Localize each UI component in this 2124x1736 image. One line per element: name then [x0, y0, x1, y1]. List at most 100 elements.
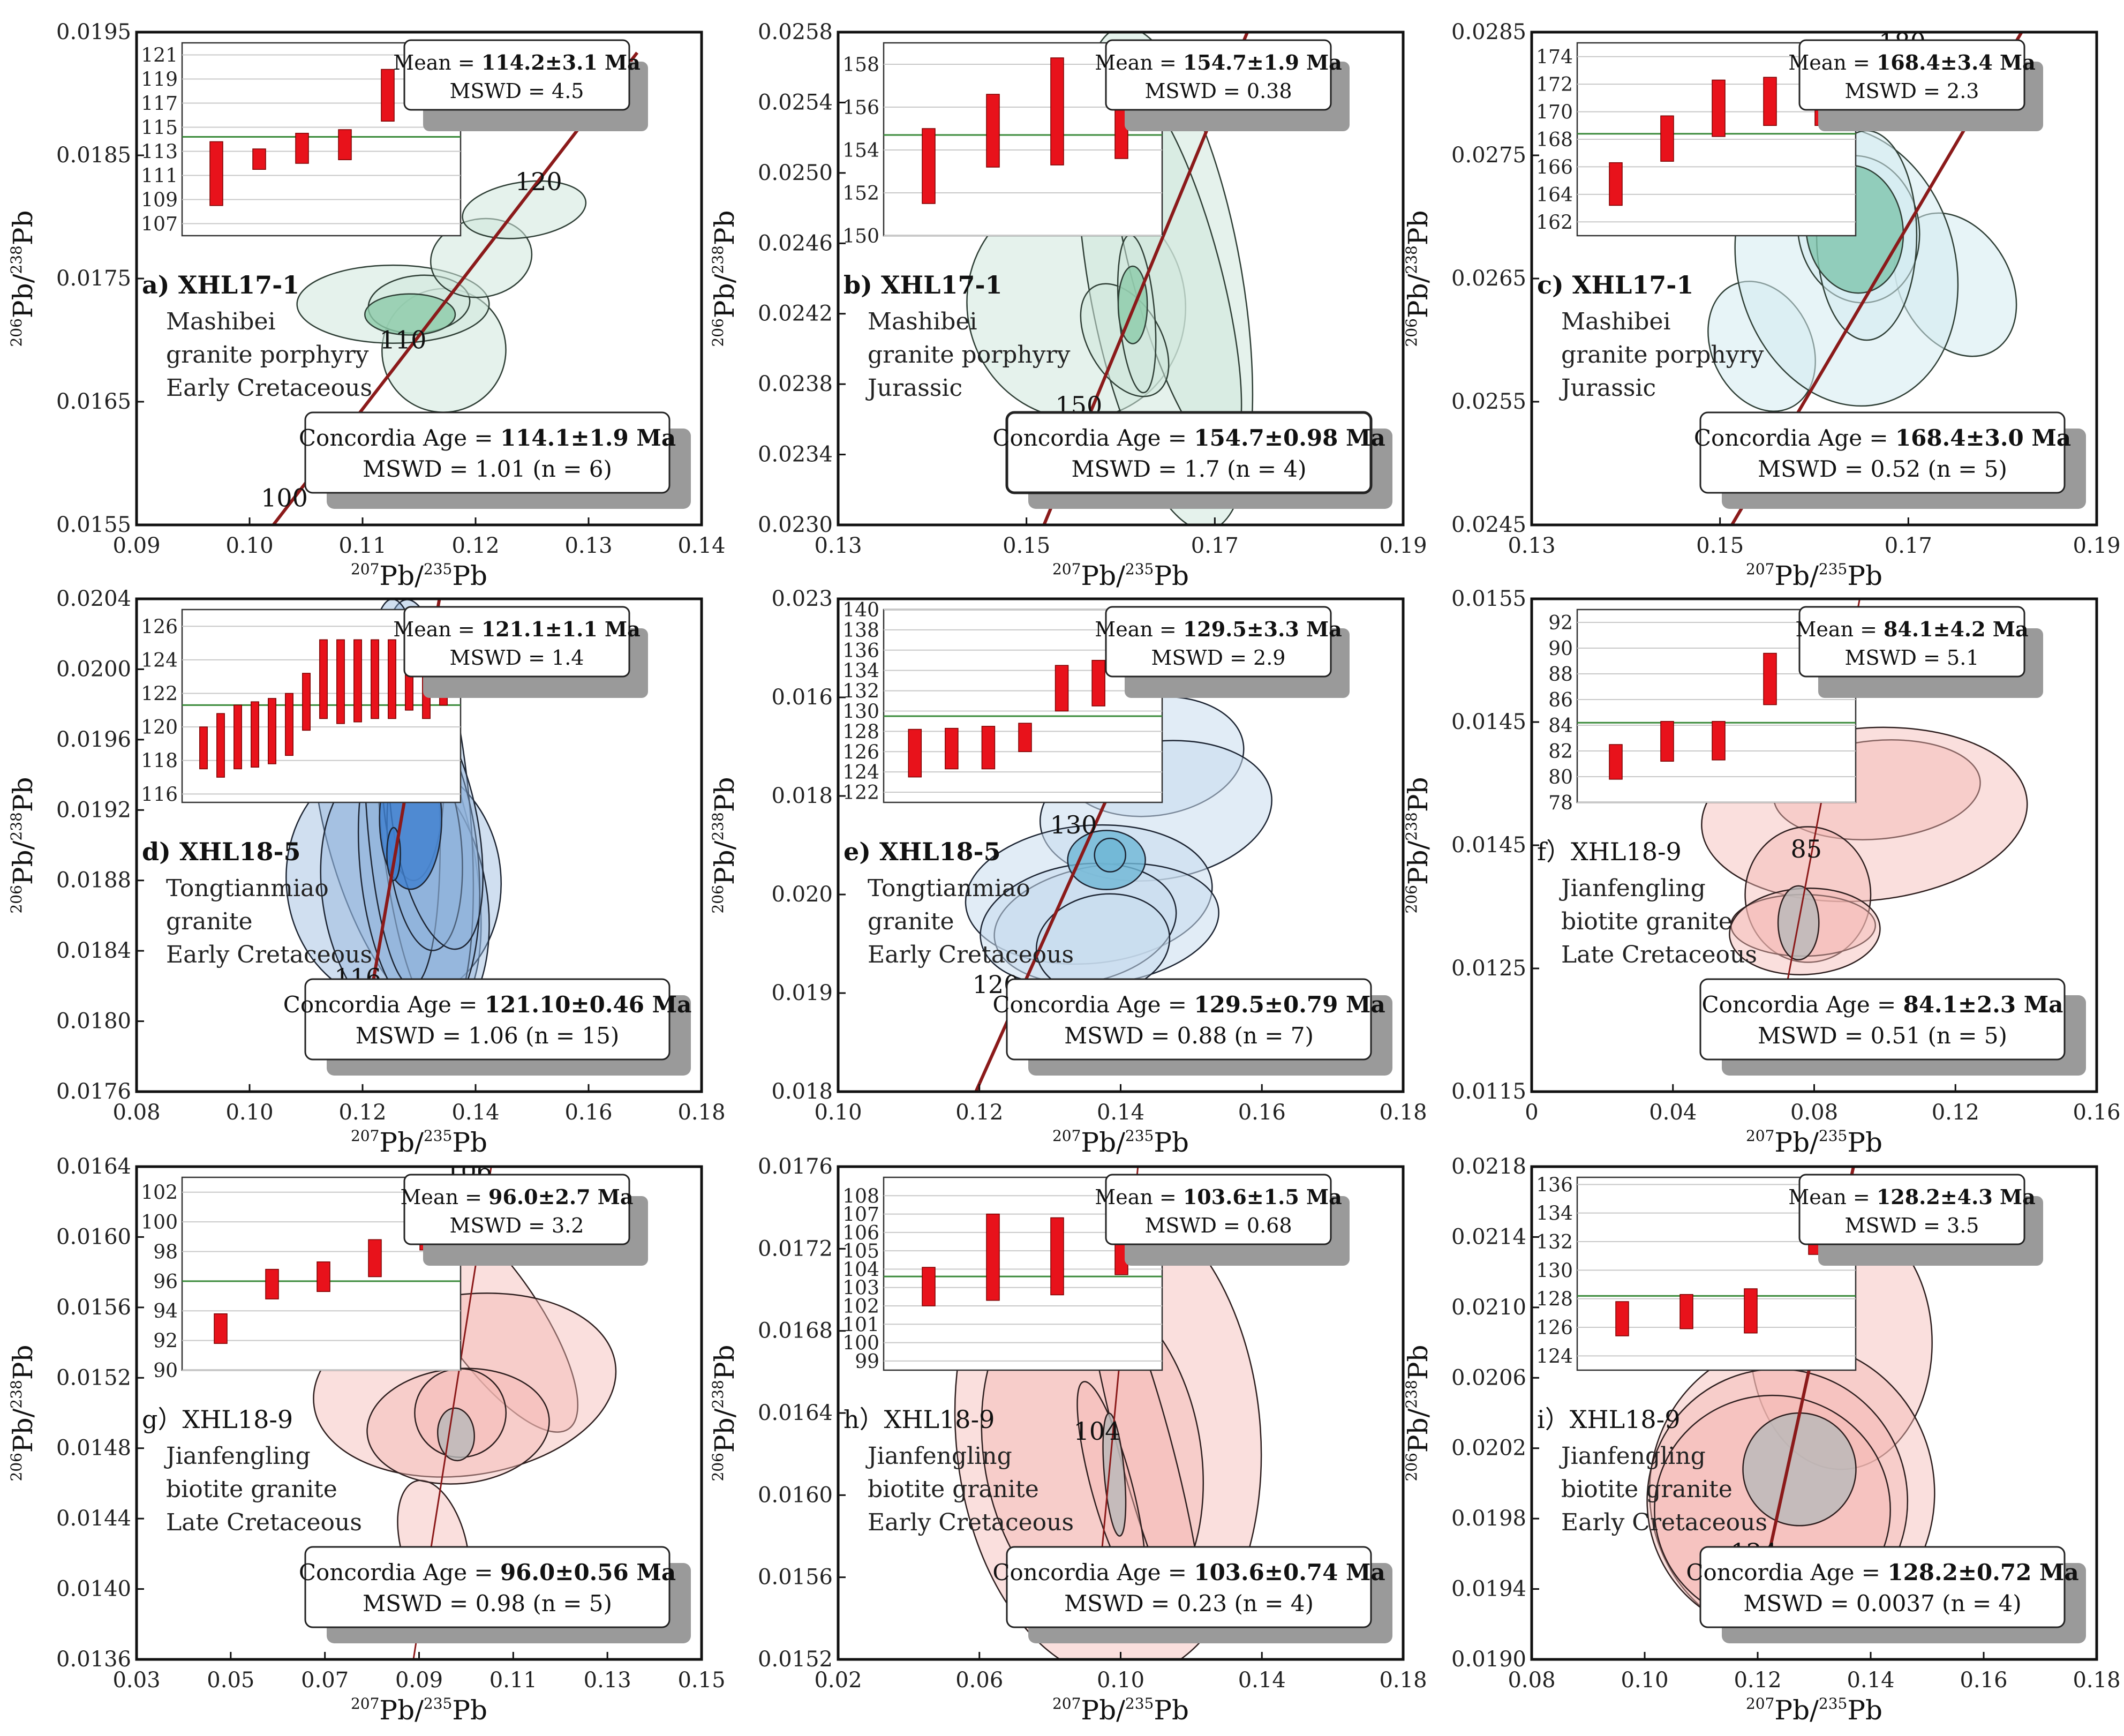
inset-age-bar	[199, 726, 208, 770]
inset-tick-label: 128	[1536, 1289, 1573, 1311]
x-tick-label: 0.14	[1097, 1100, 1144, 1125]
inset-age-bar	[1712, 721, 1726, 761]
inset-age-bar	[295, 133, 309, 164]
inset-age-bar	[1763, 652, 1777, 705]
x-tick-label: 0.13	[564, 533, 612, 558]
inset-tick-label: 136	[842, 640, 879, 662]
y-tick-label: 0.0190	[1451, 1647, 1526, 1672]
inset-age-bar	[209, 141, 223, 206]
y-axis-label: 206Pb/238Pb	[709, 1344, 740, 1481]
y-tick-label: 0.0175	[56, 266, 131, 291]
sample-description: granite porphyry	[868, 341, 1071, 369]
y-tick-label: 0.0218	[1451, 1154, 1526, 1179]
y-tick-label: 0.0188	[56, 868, 131, 893]
plot-frame-i	[1530, 1165, 2098, 1661]
x-tick-label: 0.19	[1379, 533, 1427, 558]
mean-box	[1105, 39, 1332, 111]
y-tick-label: 0.0155	[56, 513, 131, 537]
mean-box	[1798, 39, 2025, 111]
concordia-age-box	[1006, 978, 1372, 1061]
y-tick-label: 0.0196	[56, 727, 131, 752]
inset-tick-label: 96	[153, 1271, 178, 1293]
inset-tick-label: 117	[141, 93, 178, 115]
inset-age-bar	[353, 639, 362, 723]
sample-description: Early Cretaceous	[868, 941, 1074, 968]
panel-b: 150 158 0.13 0.15 0.17 0.19 0.0230 0.0234 0.0238…	[709, 20, 1427, 591]
inset-age-bar	[908, 728, 922, 778]
inset-age-bar	[302, 673, 311, 731]
mean-text: Mean = 96.0±2.7 Ma	[401, 1185, 634, 1209]
plot-frame-d	[135, 597, 703, 1093]
y-tick-label: 0.0204	[56, 587, 131, 611]
y-tick-label: 0.0144	[56, 1506, 131, 1531]
sample-description: Jurassic	[865, 374, 962, 402]
inset-tick-label: 166	[1536, 156, 1573, 178]
concordia-age-mswd: MSWD = 0.52 (n = 5)	[1758, 456, 2007, 482]
inset-tick-label: 98	[153, 1241, 178, 1263]
sample-label: a) XHL17-1	[142, 270, 299, 299]
sample-description: Early Cretaceous	[1561, 1509, 1767, 1536]
x-axis-label: 207Pb/235Pb	[1746, 560, 1882, 591]
inset-age-bar	[216, 713, 225, 778]
y-tick-label: 0.0160	[56, 1224, 131, 1249]
sample-description: Early Cretaceous	[166, 374, 372, 402]
concordia-age-label: 85	[1791, 835, 1822, 863]
inset-age-bar	[251, 701, 259, 768]
sample-description: granite	[868, 908, 954, 935]
inset-tick-label: 119	[141, 69, 178, 91]
y-tick-label: 0.0164	[56, 1154, 131, 1179]
inset-tick-label: 158	[842, 54, 879, 76]
x-tick-label: 0.10	[225, 1100, 273, 1125]
inset-age-bar	[371, 639, 379, 719]
inset-tick-label: 130	[842, 701, 879, 723]
inset-tick-label: 122	[842, 782, 879, 804]
panel-d: 116 124 0.08 0.10 0.12 0.14 0.16 0.18 0.0176 0.01…	[7, 587, 726, 1158]
mean-box	[1798, 606, 2025, 678]
inset-tick-label: 130	[1536, 1260, 1573, 1282]
x-tick-label: 0.11	[489, 1668, 537, 1693]
x-tick-label: 0.17	[1885, 533, 1932, 558]
inset-tick-label: 124	[141, 650, 178, 672]
error-ellipse	[1102, 1412, 1127, 1537]
inset-age-bar	[986, 94, 1000, 168]
y-tick-label: 0.0184	[56, 938, 131, 963]
y-tick-label: 0.0210	[1451, 1295, 1526, 1320]
inset-age-bar	[214, 1313, 228, 1344]
sample-label: i）XHL18-9	[1537, 1405, 1680, 1434]
concordia-age-mswd: MSWD = 0.88 (n = 7)	[1064, 1023, 1314, 1049]
inset-age-bar	[981, 726, 996, 770]
y-tick-label: 0.0242	[758, 302, 833, 326]
panel-i: 124 132 0.08 0.10 0.12 0.14 0.16 0.18 0.0190 0.01…	[1403, 1154, 2121, 1726]
inset-age-bar	[265, 1268, 279, 1299]
y-axis-label: 206Pb/238Pb	[7, 1344, 39, 1481]
inset-tick-label: 150	[842, 226, 879, 247]
concordia-age-mswd: MSWD = 0.98 (n = 5)	[363, 1590, 612, 1617]
inset-tick-label: 124	[842, 762, 879, 784]
sample-description: granite	[166, 908, 253, 935]
x-axis-label: 207Pb/235Pb	[1052, 1127, 1189, 1158]
y-axis-label: 206Pb/238Pb	[709, 210, 740, 347]
y-tick-label: 0.0155	[1451, 587, 1526, 611]
mean-text: Mean = 128.2±4.3 Ma	[1788, 1185, 2035, 1209]
inset-age-bar	[1744, 1288, 1758, 1334]
y-tick-label: 0.0245	[1451, 513, 1526, 537]
inset-tick-label: 107	[842, 1204, 879, 1226]
mean-text: Mean = 168.4±3.4 Ma	[1788, 50, 2035, 74]
inset-age-bar	[1763, 77, 1777, 126]
y-tick-label: 0.0152	[758, 1647, 833, 1672]
inset-age-bar	[1609, 162, 1623, 206]
inset-tick-label: 116	[141, 784, 178, 806]
concordia-age-box	[1699, 1546, 2066, 1628]
inset-tick-label: 162	[1536, 212, 1573, 234]
inset-age-bar	[1050, 1217, 1064, 1296]
sample-label: f）XHL18-9	[1537, 837, 1682, 866]
inset-age-bar	[1609, 744, 1623, 780]
y-tick-label: 0.0145	[1451, 710, 1526, 734]
y-axis-label: 206Pb/238Pb	[1403, 1344, 1434, 1481]
x-tick-label: 0.15	[1003, 533, 1050, 558]
y-axis-label: 206Pb/238Pb	[7, 777, 39, 913]
y-axis-label: 206Pb/238Pb	[1403, 210, 1434, 347]
inset-tick-label: 88	[1548, 664, 1573, 686]
inset-tick-label: 99	[855, 1351, 879, 1373]
